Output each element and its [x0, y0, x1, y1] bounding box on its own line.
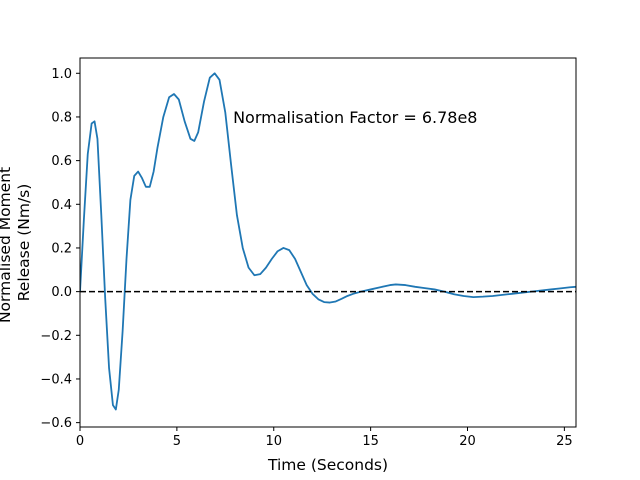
x-tick-label: 10: [265, 434, 282, 449]
x-tick-label: 25: [556, 434, 573, 449]
y-axis-label-line-2: Release (Nm/s): [15, 184, 33, 302]
y-tick-label: −0.6: [40, 416, 72, 431]
y-tick-label: 0.4: [51, 198, 72, 213]
axis-ticks: 0 5 10 15 20 25 −0.6 −0.4 −0.2 0.0 0.2 0.4 0.6 0.8 1.0: [40, 67, 572, 449]
y-tick-label: −0.2: [40, 329, 72, 344]
y-axis-label: Normalised Moment Release (Nm/s): [0, 162, 33, 323]
y-axis-label-line-1: Normalised Moment: [0, 167, 14, 323]
y-tick-label: 0.2: [51, 241, 72, 256]
x-tick-label: 15: [362, 434, 379, 449]
y-tick-label: 0.6: [51, 154, 72, 169]
plot-area: [79, 57, 577, 428]
x-tick-label: 5: [173, 434, 181, 449]
x-tick-label: 0: [76, 434, 84, 449]
y-tick-label: 0.0: [51, 285, 72, 300]
normalisation-annotation: Normalisation Factor = 6.78e8: [233, 108, 477, 127]
axes-frame: [79, 57, 577, 428]
y-tick-label: 1.0: [51, 67, 72, 82]
x-tick-label: 20: [459, 434, 476, 449]
x-axis-label: Time (Seconds): [267, 456, 388, 474]
series-line-0: [80, 72, 576, 411]
y-tick-label: 0.8: [51, 110, 72, 125]
y-tick-label: −0.4: [40, 372, 72, 387]
